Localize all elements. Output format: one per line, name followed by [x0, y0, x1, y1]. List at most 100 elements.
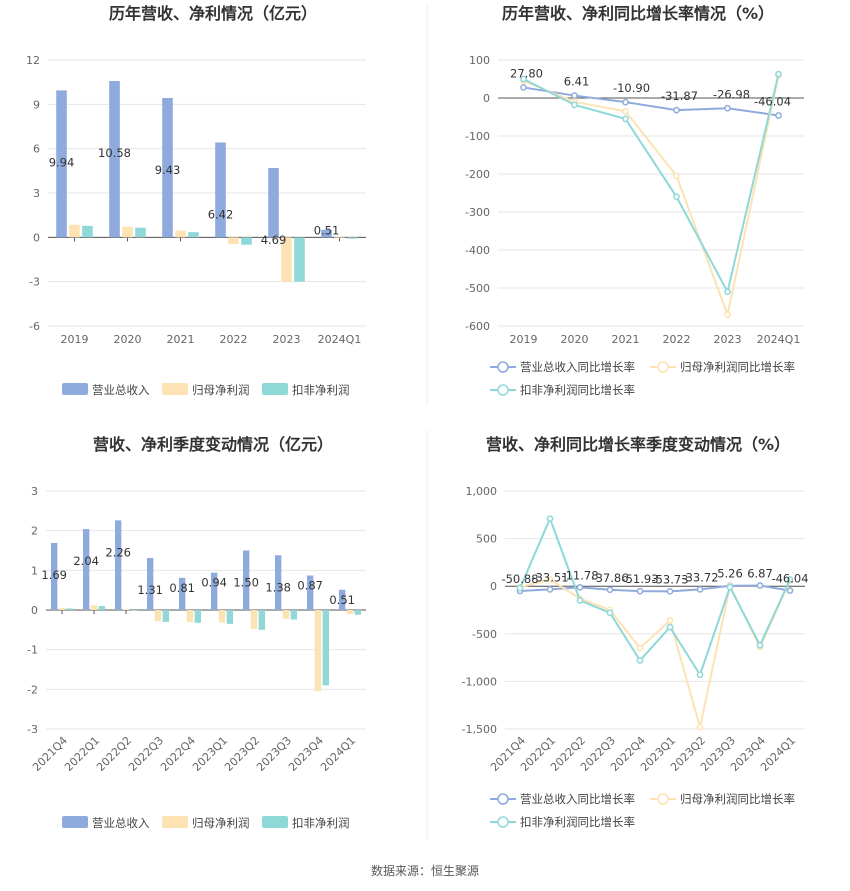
data-label: 0.81 — [169, 581, 195, 595]
bar — [69, 224, 80, 238]
data-label: -31.87 — [661, 89, 698, 103]
bar — [218, 610, 226, 623]
series-point — [696, 723, 704, 731]
data-label: 0.51 — [329, 593, 355, 607]
bar — [338, 589, 346, 610]
data-label: 9.94 — [49, 155, 75, 169]
legend-label: 扣非净利润同比增长率 — [520, 815, 635, 829]
series-point — [666, 623, 674, 631]
chart-title: 历年营收、净利情况（亿元） — [109, 4, 317, 23]
bar — [66, 608, 74, 610]
y-tick-label: 0 — [31, 604, 38, 617]
data-label: 1.50 — [233, 576, 259, 590]
y-tick-label: -1,500 — [462, 723, 497, 736]
legend: 营业总收入 归母净利润 扣非净利润 — [62, 383, 350, 397]
legend-label: 营业总收入 — [92, 383, 150, 397]
x-tick-label: 2021 — [167, 333, 195, 346]
series-point — [673, 106, 680, 114]
x-tick-label: 2021 — [612, 333, 640, 346]
y-tick-label: 0 — [33, 231, 40, 244]
data-label: -46.04 — [771, 572, 808, 586]
data-label: -10.90 — [613, 81, 650, 95]
legend: 营业总收入 归母净利润 扣非净利润 — [62, 816, 350, 830]
bar — [346, 610, 354, 614]
bar — [242, 550, 250, 610]
y-tick-label: -6 — [29, 320, 40, 333]
bar — [186, 610, 194, 622]
y-tick-label: -1 — [27, 644, 38, 657]
bar — [258, 610, 266, 630]
bar — [122, 609, 130, 611]
series-point — [724, 288, 731, 296]
series-point — [622, 98, 629, 106]
series-point — [520, 84, 527, 91]
x-tick-label: 2019 — [510, 333, 538, 346]
chart-2: 历年营收、净利同比增长率情况（%） 100 0 -100 -200 -300 -400 -50… — [465, 4, 804, 397]
bar — [178, 577, 186, 610]
series-point — [622, 107, 629, 115]
y-tick-label: -400 — [465, 244, 490, 257]
bar — [334, 237, 345, 239]
series-point — [786, 576, 794, 583]
y-tick-label: 1,000 — [466, 485, 498, 498]
bar — [294, 237, 305, 282]
data-label: 0.94 — [201, 576, 227, 590]
series-point — [786, 587, 794, 594]
y-tick-label: 6 — [33, 143, 40, 156]
bar — [228, 237, 239, 244]
y-tick-label: 9 — [33, 98, 40, 111]
legend-swatch — [162, 816, 188, 828]
bar — [162, 610, 170, 622]
legend-label: 归母净利润同比增长率 — [680, 360, 795, 374]
y-tick-label: -200 — [465, 168, 490, 181]
series-point — [636, 657, 644, 664]
series-point — [756, 582, 764, 589]
bar — [56, 90, 67, 238]
legend-swatch — [62, 383, 88, 395]
x-tick-label: 2023 — [273, 333, 301, 346]
data-label: -11.78 — [561, 568, 598, 582]
y-tick-label: 500 — [476, 533, 497, 546]
legend-label: 归母净利润同比增长率 — [680, 792, 795, 806]
series-point — [673, 193, 680, 201]
series-line — [523, 74, 780, 319]
bar — [98, 606, 106, 610]
x-tick-label: 2022 — [663, 333, 691, 346]
bar — [58, 608, 66, 610]
bar — [210, 572, 218, 610]
legend-marker — [497, 384, 509, 396]
series-point — [576, 597, 584, 604]
data-label: 2.04 — [73, 554, 99, 568]
legend-marker — [497, 793, 509, 805]
series-point — [636, 644, 644, 652]
series-point — [673, 172, 680, 180]
data-label: -50.88 — [501, 572, 538, 586]
series-point — [606, 609, 614, 617]
series-point — [622, 115, 629, 123]
source-note: 数据来源：恒生聚源 — [371, 863, 479, 878]
series-point — [726, 583, 734, 591]
bar — [109, 80, 120, 238]
data-label: 1.69 — [41, 568, 67, 582]
series-point — [724, 104, 731, 112]
data-label: 4.69 — [261, 233, 287, 247]
bar — [194, 610, 202, 623]
legend-swatch — [262, 383, 288, 395]
series-point — [775, 70, 782, 78]
x-tick-label: 2024Q1 — [318, 734, 358, 774]
series-point — [516, 584, 524, 592]
bar — [146, 558, 154, 610]
legend-label: 归母净利润 — [192, 383, 250, 397]
bar — [114, 520, 122, 610]
x-tick-label: 2020 — [114, 333, 142, 346]
data-label: 2.26 — [105, 545, 131, 559]
bar — [306, 575, 314, 610]
legend-swatch — [262, 816, 288, 828]
chart-title: 营收、净利同比增长率季度变动情况（%） — [486, 435, 790, 454]
bar — [154, 610, 162, 622]
y-tick-label: -500 — [465, 282, 490, 295]
chart-4: 营收、净利同比增长率季度变动情况（%） 1,000 500 0 -500 -1,000 -1… — [462, 435, 809, 829]
series-point — [666, 587, 674, 595]
series-line — [519, 515, 791, 678]
